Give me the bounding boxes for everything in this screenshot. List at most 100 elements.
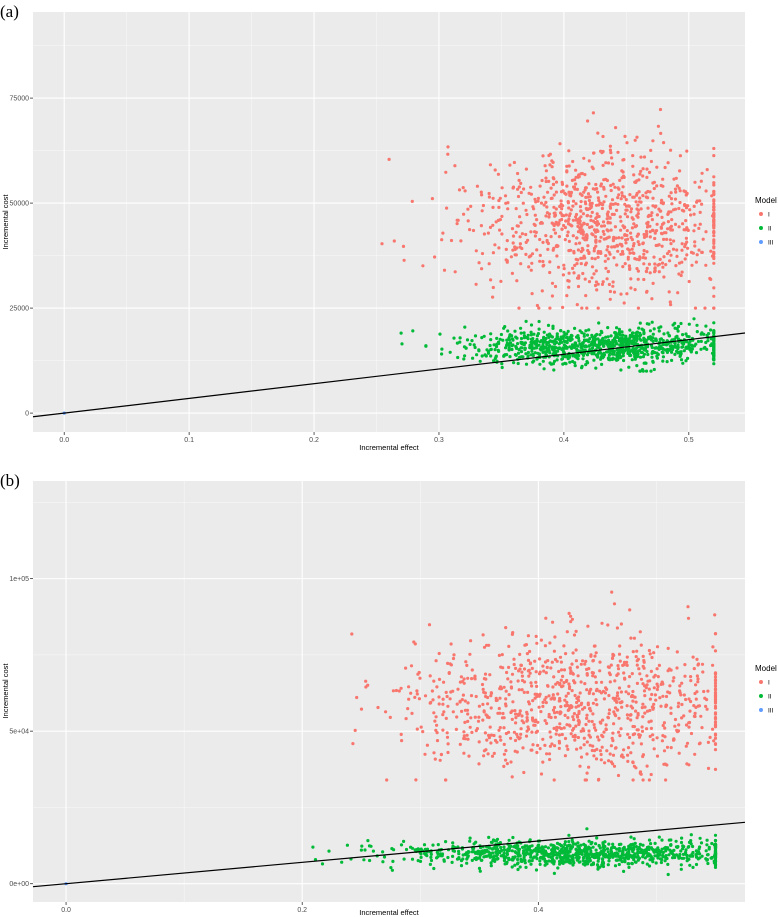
- data-point-ii: [577, 856, 581, 860]
- data-point-ii: [575, 849, 579, 853]
- data-point-i: [598, 239, 602, 243]
- data-point-i: [693, 711, 697, 716]
- data-point-i: [562, 263, 566, 267]
- data-point-i: [493, 738, 498, 743]
- data-point-i: [713, 671, 718, 676]
- data-point-i: [593, 283, 598, 288]
- data-point-i: [535, 694, 539, 699]
- data-point-i: [662, 255, 666, 259]
- data-point-ii: [612, 853, 616, 857]
- data-point-ii: [561, 350, 566, 354]
- data-point-i: [635, 716, 639, 720]
- data-point-i: [465, 733, 469, 737]
- data-point-i: [713, 632, 718, 636]
- data-point-i: [659, 183, 663, 188]
- data-point-i: [621, 265, 625, 269]
- panel-a-legend-title: Model: [755, 196, 777, 205]
- data-point-ii: [709, 856, 713, 860]
- data-point-i: [644, 686, 648, 690]
- data-point-ii: [634, 860, 638, 864]
- data-point-i: [565, 744, 569, 748]
- data-point-i: [600, 282, 605, 286]
- data-point-ii: [507, 346, 511, 350]
- data-point-i: [515, 279, 519, 283]
- data-point-ii: [595, 851, 599, 856]
- data-point-i: [446, 704, 450, 708]
- data-point-i: [668, 300, 672, 304]
- data-point-i: [585, 740, 589, 744]
- data-point-ii: [649, 338, 654, 342]
- data-point-ii: [516, 854, 520, 858]
- data-point-ii: [472, 343, 476, 347]
- data-point-i: [512, 160, 517, 165]
- data-point-ii: [555, 856, 559, 860]
- data-point-ii: [684, 332, 688, 336]
- data-point-i: [442, 268, 447, 272]
- data-point-ii: [501, 338, 505, 342]
- data-point-ii: [561, 337, 565, 341]
- data-point-i: [677, 225, 681, 229]
- data-point-ii: [563, 840, 568, 844]
- data-point-i: [599, 235, 603, 239]
- data-point-i: [606, 715, 610, 719]
- data-point-i: [626, 732, 630, 736]
- data-point-i: [629, 207, 634, 211]
- data-point-i: [567, 682, 571, 686]
- data-point-i: [541, 664, 545, 668]
- data-point-i: [572, 633, 577, 637]
- data-point-i: [350, 632, 354, 636]
- data-point-i: [409, 691, 413, 695]
- data-point-ii: [600, 863, 604, 867]
- data-point-i: [511, 186, 515, 190]
- data-point-ii: [567, 840, 571, 844]
- data-point-i: [469, 694, 474, 698]
- data-point-i: [514, 230, 518, 234]
- data-point-i: [689, 699, 693, 704]
- data-point-i: [590, 256, 594, 260]
- data-point-i: [640, 725, 644, 729]
- data-point-i: [442, 710, 446, 714]
- data-point-i: [642, 232, 646, 237]
- y-tick-label: 25000: [10, 305, 30, 312]
- data-point-i: [636, 711, 640, 716]
- data-point-i: [606, 221, 610, 225]
- data-point-i: [583, 238, 587, 242]
- data-point-ii: [515, 336, 519, 340]
- panel-b-x-axis-title: Incremental effect: [359, 908, 419, 917]
- data-point-i: [661, 201, 666, 205]
- y-tick-label: 50000: [10, 200, 30, 207]
- data-point-i: [680, 248, 684, 252]
- data-point-i: [547, 153, 551, 158]
- data-point-i: [602, 697, 607, 701]
- data-point-ii: [635, 364, 639, 368]
- data-point-ii: [529, 337, 534, 341]
- data-point-i: [481, 702, 485, 707]
- data-point-i: [549, 186, 553, 190]
- data-point-i: [458, 680, 462, 684]
- data-point-ii: [662, 846, 667, 850]
- data-point-i: [553, 635, 557, 639]
- data-point-i: [477, 740, 481, 744]
- x-tick-label: 0.0: [61, 907, 71, 914]
- data-point-ii: [472, 850, 476, 854]
- data-point-ii: [619, 842, 623, 846]
- data-point-ii: [580, 364, 584, 368]
- data-point-ii: [700, 854, 704, 858]
- data-point-i: [574, 168, 578, 172]
- data-point-ii: [538, 362, 542, 366]
- data-point-ii: [494, 354, 498, 358]
- data-point-i: [502, 752, 506, 756]
- data-point-ii: [502, 851, 506, 855]
- data-point-ii: [668, 848, 672, 852]
- data-point-ii: [615, 326, 619, 330]
- data-point-i: [559, 727, 564, 731]
- data-point-ii: [645, 845, 650, 850]
- data-point-ii: [712, 362, 716, 366]
- data-point-i: [613, 706, 618, 710]
- data-point-i: [567, 206, 571, 210]
- data-point-ii: [615, 333, 619, 337]
- data-point-i: [713, 679, 718, 683]
- data-point-i: [608, 297, 612, 301]
- data-point-ii: [705, 858, 709, 862]
- data-point-ii: [543, 851, 548, 855]
